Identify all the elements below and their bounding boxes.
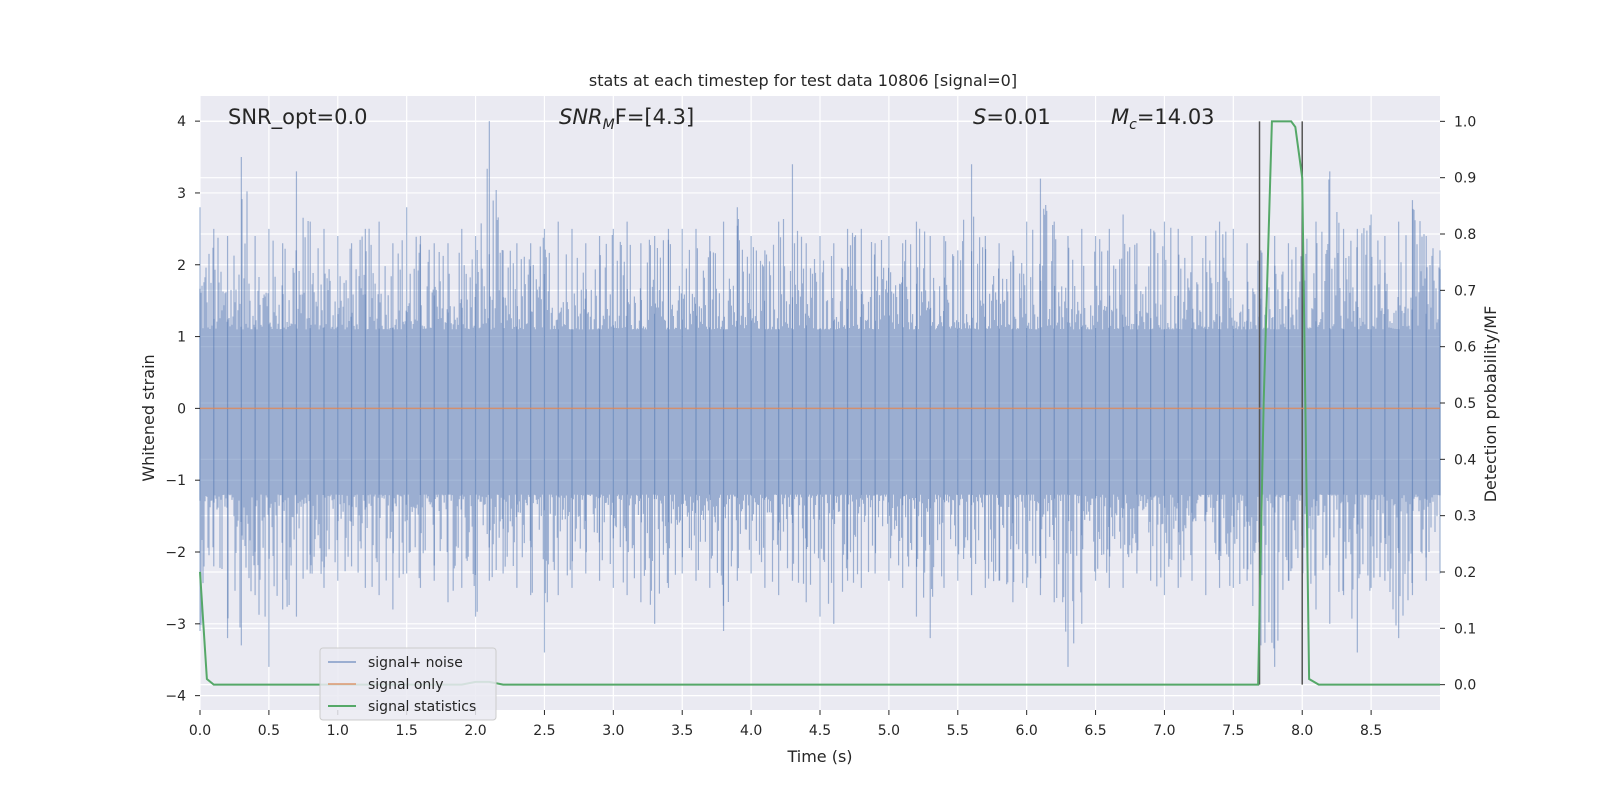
x-tick-label: 7.0 — [1153, 723, 1175, 739]
y-tick-label: −2 — [165, 545, 186, 561]
x-tick-label: 2.5 — [533, 723, 555, 739]
x-tick-label: 0.5 — [258, 723, 280, 739]
y-tick-label: 4 — [177, 114, 186, 130]
annotation-s-italic: S — [973, 105, 986, 129]
annotations: SNR_opt=0.0 SNRMF=[4.3] S=0.01 Mc=14.03 — [228, 105, 1215, 133]
y-right-tick-label: 0.4 — [1454, 452, 1476, 468]
legend-box — [319, 647, 497, 721]
y-tick-label: −3 — [165, 617, 186, 633]
x-tick-label: 2.0 — [464, 723, 486, 739]
x-tick-label: 6.0 — [1016, 723, 1038, 739]
x-tick-label: 4.0 — [740, 723, 762, 739]
annotation-snr-mf-rest: F=[4.3] — [615, 105, 694, 129]
x-tick-label: 6.5 — [1084, 723, 1106, 739]
legend-label-signal-noise: signal+ noise — [368, 655, 463, 671]
legend-label-signal-only: signal only — [368, 677, 443, 693]
x-tick-label: 5.0 — [878, 723, 900, 739]
y-tick-label: 0 — [177, 401, 186, 417]
y-right-tick-label: 0.9 — [1454, 171, 1476, 187]
y-right-tick-label: 0.7 — [1454, 283, 1476, 299]
y-right-tick-label: 0.3 — [1454, 509, 1476, 525]
y-right-tick-label: 0.8 — [1454, 227, 1476, 243]
y-axis-right-label: Detection probability/MF — [1481, 306, 1500, 503]
annotation-mc-sub: c — [1129, 117, 1137, 133]
y-right-tick-label: 0.6 — [1454, 340, 1476, 356]
x-tick-label: 1.0 — [327, 723, 349, 739]
annotation-mc-italic: M — [1111, 105, 1129, 129]
x-axis-label: Time (s) — [786, 747, 852, 766]
y-axis-label: Whitened strain — [139, 354, 158, 481]
legend: signal+ noise signal only signal statist… — [319, 647, 497, 721]
x-tick-label: 3.0 — [602, 723, 624, 739]
y-right-tick-label: 1.0 — [1454, 114, 1476, 130]
x-tick-label: 1.5 — [396, 723, 418, 739]
x-tick-label: 7.5 — [1222, 723, 1244, 739]
y-tick-label: −4 — [165, 689, 186, 705]
y-right-tick-label: 0.1 — [1454, 621, 1476, 637]
annotation-snr-mf-main: SNR — [559, 105, 603, 129]
x-tick-label: 8.5 — [1360, 723, 1382, 739]
y-axis-ticks: −4 −3 −2 −1 0 1 2 3 4 — [165, 114, 200, 705]
y-tick-label: −1 — [165, 473, 186, 489]
y-tick-label: 3 — [177, 186, 186, 202]
annotation-snr-mf: SNRMF=[4.3] — [559, 105, 694, 133]
x-tick-label: 5.5 — [947, 723, 969, 739]
series-signal-statistics — [199, 120, 1440, 686]
signal-statistics-line — [199, 120, 1440, 686]
y-tick-label: 1 — [177, 330, 186, 346]
y-axis-right-ticks: 0.0 0.1 0.2 0.3 0.4 0.5 0.6 0.7 0.8 0.9 1.0 — [1440, 114, 1476, 694]
annotation-s-rest: =0.01 — [986, 105, 1050, 129]
y-right-tick-label: 0.0 — [1454, 678, 1476, 694]
annotation-snr-opt: SNR_opt=0.0 — [228, 105, 368, 130]
legend-label-signal-statistics: signal statistics — [368, 699, 476, 715]
y-tick-label: 2 — [177, 258, 186, 274]
x-tick-label: 4.5 — [809, 723, 831, 739]
annotation-snr-mf-sub: M — [603, 117, 615, 133]
x-axis-ticks: 0.0 0.5 1.0 1.5 2.0 2.5 3.0 3.5 4.0 4.5 5.0 5.5 6.0 6… — [189, 710, 1382, 739]
x-tick-label: 0.0 — [189, 723, 211, 739]
y-right-tick-label: 0.5 — [1454, 396, 1476, 412]
annotation-mc-rest: =14.03 — [1137, 105, 1215, 129]
x-tick-label: 3.5 — [671, 723, 693, 739]
y-right-tick-label: 0.2 — [1454, 565, 1476, 581]
x-tick-label: 8.0 — [1291, 723, 1313, 739]
chart-title: stats at each timestep for test data 108… — [589, 71, 1017, 90]
annotation-mc: Mc=14.03 — [1111, 105, 1215, 133]
annotation-s: S=0.01 — [973, 105, 1051, 129]
